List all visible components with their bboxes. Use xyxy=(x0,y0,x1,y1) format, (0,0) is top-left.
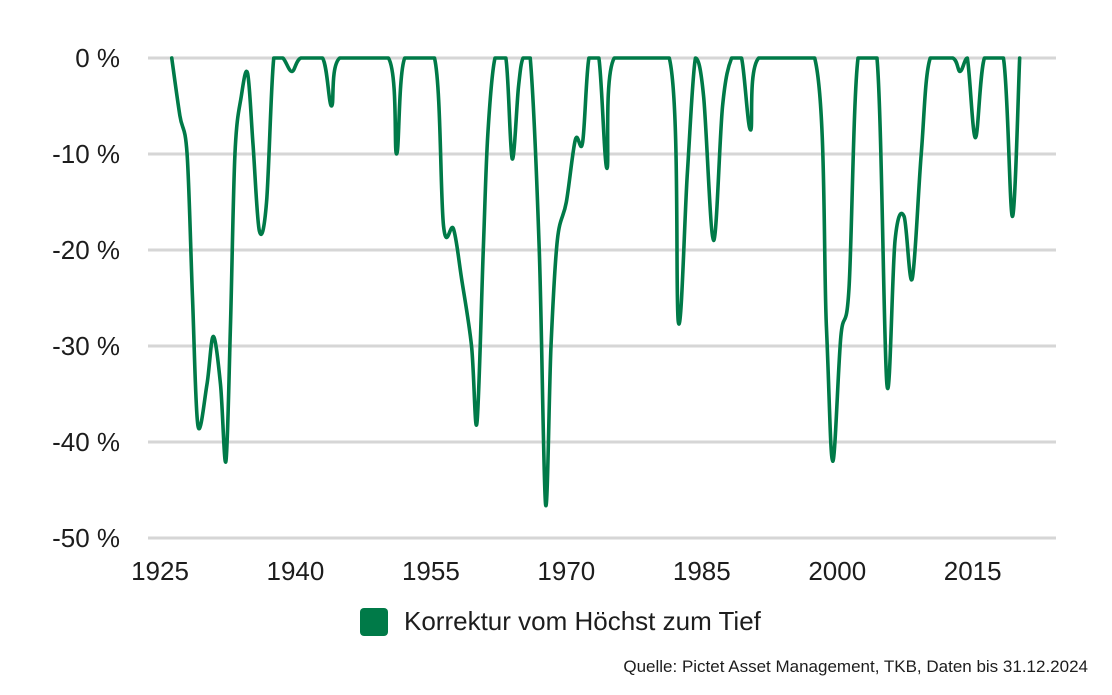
y-tick-label: -40 % xyxy=(52,427,120,457)
legend-label: Korrektur vom Höchst zum Tief xyxy=(404,606,761,636)
series-layer xyxy=(169,56,1022,508)
x-tick-label: 2015 xyxy=(944,556,1002,586)
x-tick-label: 1985 xyxy=(673,556,731,586)
y-gridlines xyxy=(148,56,1056,540)
x-tick-label: 1925 xyxy=(131,556,189,586)
series-line-drawdown xyxy=(169,56,1022,508)
legend-swatch xyxy=(360,607,388,636)
y-tick-label: -10 % xyxy=(52,139,120,169)
x-tick-label: 1940 xyxy=(267,556,325,586)
source-note: Quelle: Pictet Asset Management, TKB, Da… xyxy=(623,657,1088,676)
y-tick-label: -50 % xyxy=(52,523,120,553)
x-tick-label: 1955 xyxy=(402,556,460,586)
legend: Korrektur vom Höchst zum Tief xyxy=(360,606,761,637)
x-tick-label: 1970 xyxy=(537,556,595,586)
x-tick-label: 2000 xyxy=(808,556,866,586)
x-axis-tick-labels: 1925 1940 1955 1970 1985 2000 2015 xyxy=(131,556,1002,586)
y-axis-tick-labels: 0 % -10 % -20 % -30 % -40 % -50 % xyxy=(52,43,120,553)
y-tick-label: 0 % xyxy=(75,43,120,73)
y-tick-label: -20 % xyxy=(52,235,120,265)
y-tick-label: -30 % xyxy=(52,331,120,361)
